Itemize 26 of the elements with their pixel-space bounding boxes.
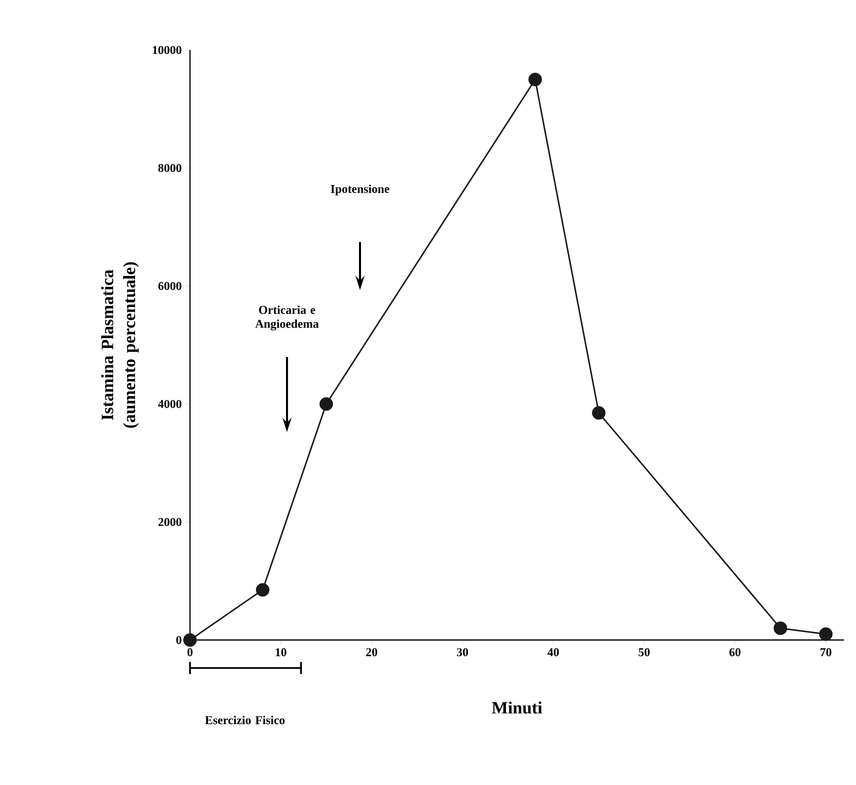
y-tick-label: 6000 [158, 282, 182, 290]
y-tick-label: 4000 [158, 400, 182, 408]
text: Esercizio Fisico [205, 716, 285, 724]
x-tick-label: 30 [456, 648, 468, 656]
x-tick-label: 40 [548, 648, 559, 656]
y-axis-title: Istamina Plasmatica (aumento percentuale) [101, 262, 139, 428]
annotation: Orticaria e Angioedema [255, 306, 319, 330]
point [320, 397, 333, 411]
x-axis-title: Minuti [492, 701, 542, 714]
x-tick-label: 0 [187, 648, 193, 656]
point [774, 621, 788, 635]
x-tick-label: 20 [366, 648, 378, 656]
point [819, 627, 833, 641]
x-tick-label: 70 [820, 648, 832, 656]
point [183, 633, 197, 647]
point [592, 406, 606, 420]
point [528, 72, 542, 86]
y-tick-label: 2000 [158, 518, 182, 526]
y-tick-label: 0 [176, 636, 182, 644]
y-tick-label: 8000 [158, 164, 182, 172]
x-tick-label: 50 [638, 648, 650, 656]
x-tick-label: 10 [276, 648, 286, 656]
y-tick-label: 10000 [152, 46, 182, 54]
annotation: Ipotensione [330, 184, 390, 196]
x-tick-label: 60 [729, 648, 741, 656]
point [256, 583, 270, 597]
